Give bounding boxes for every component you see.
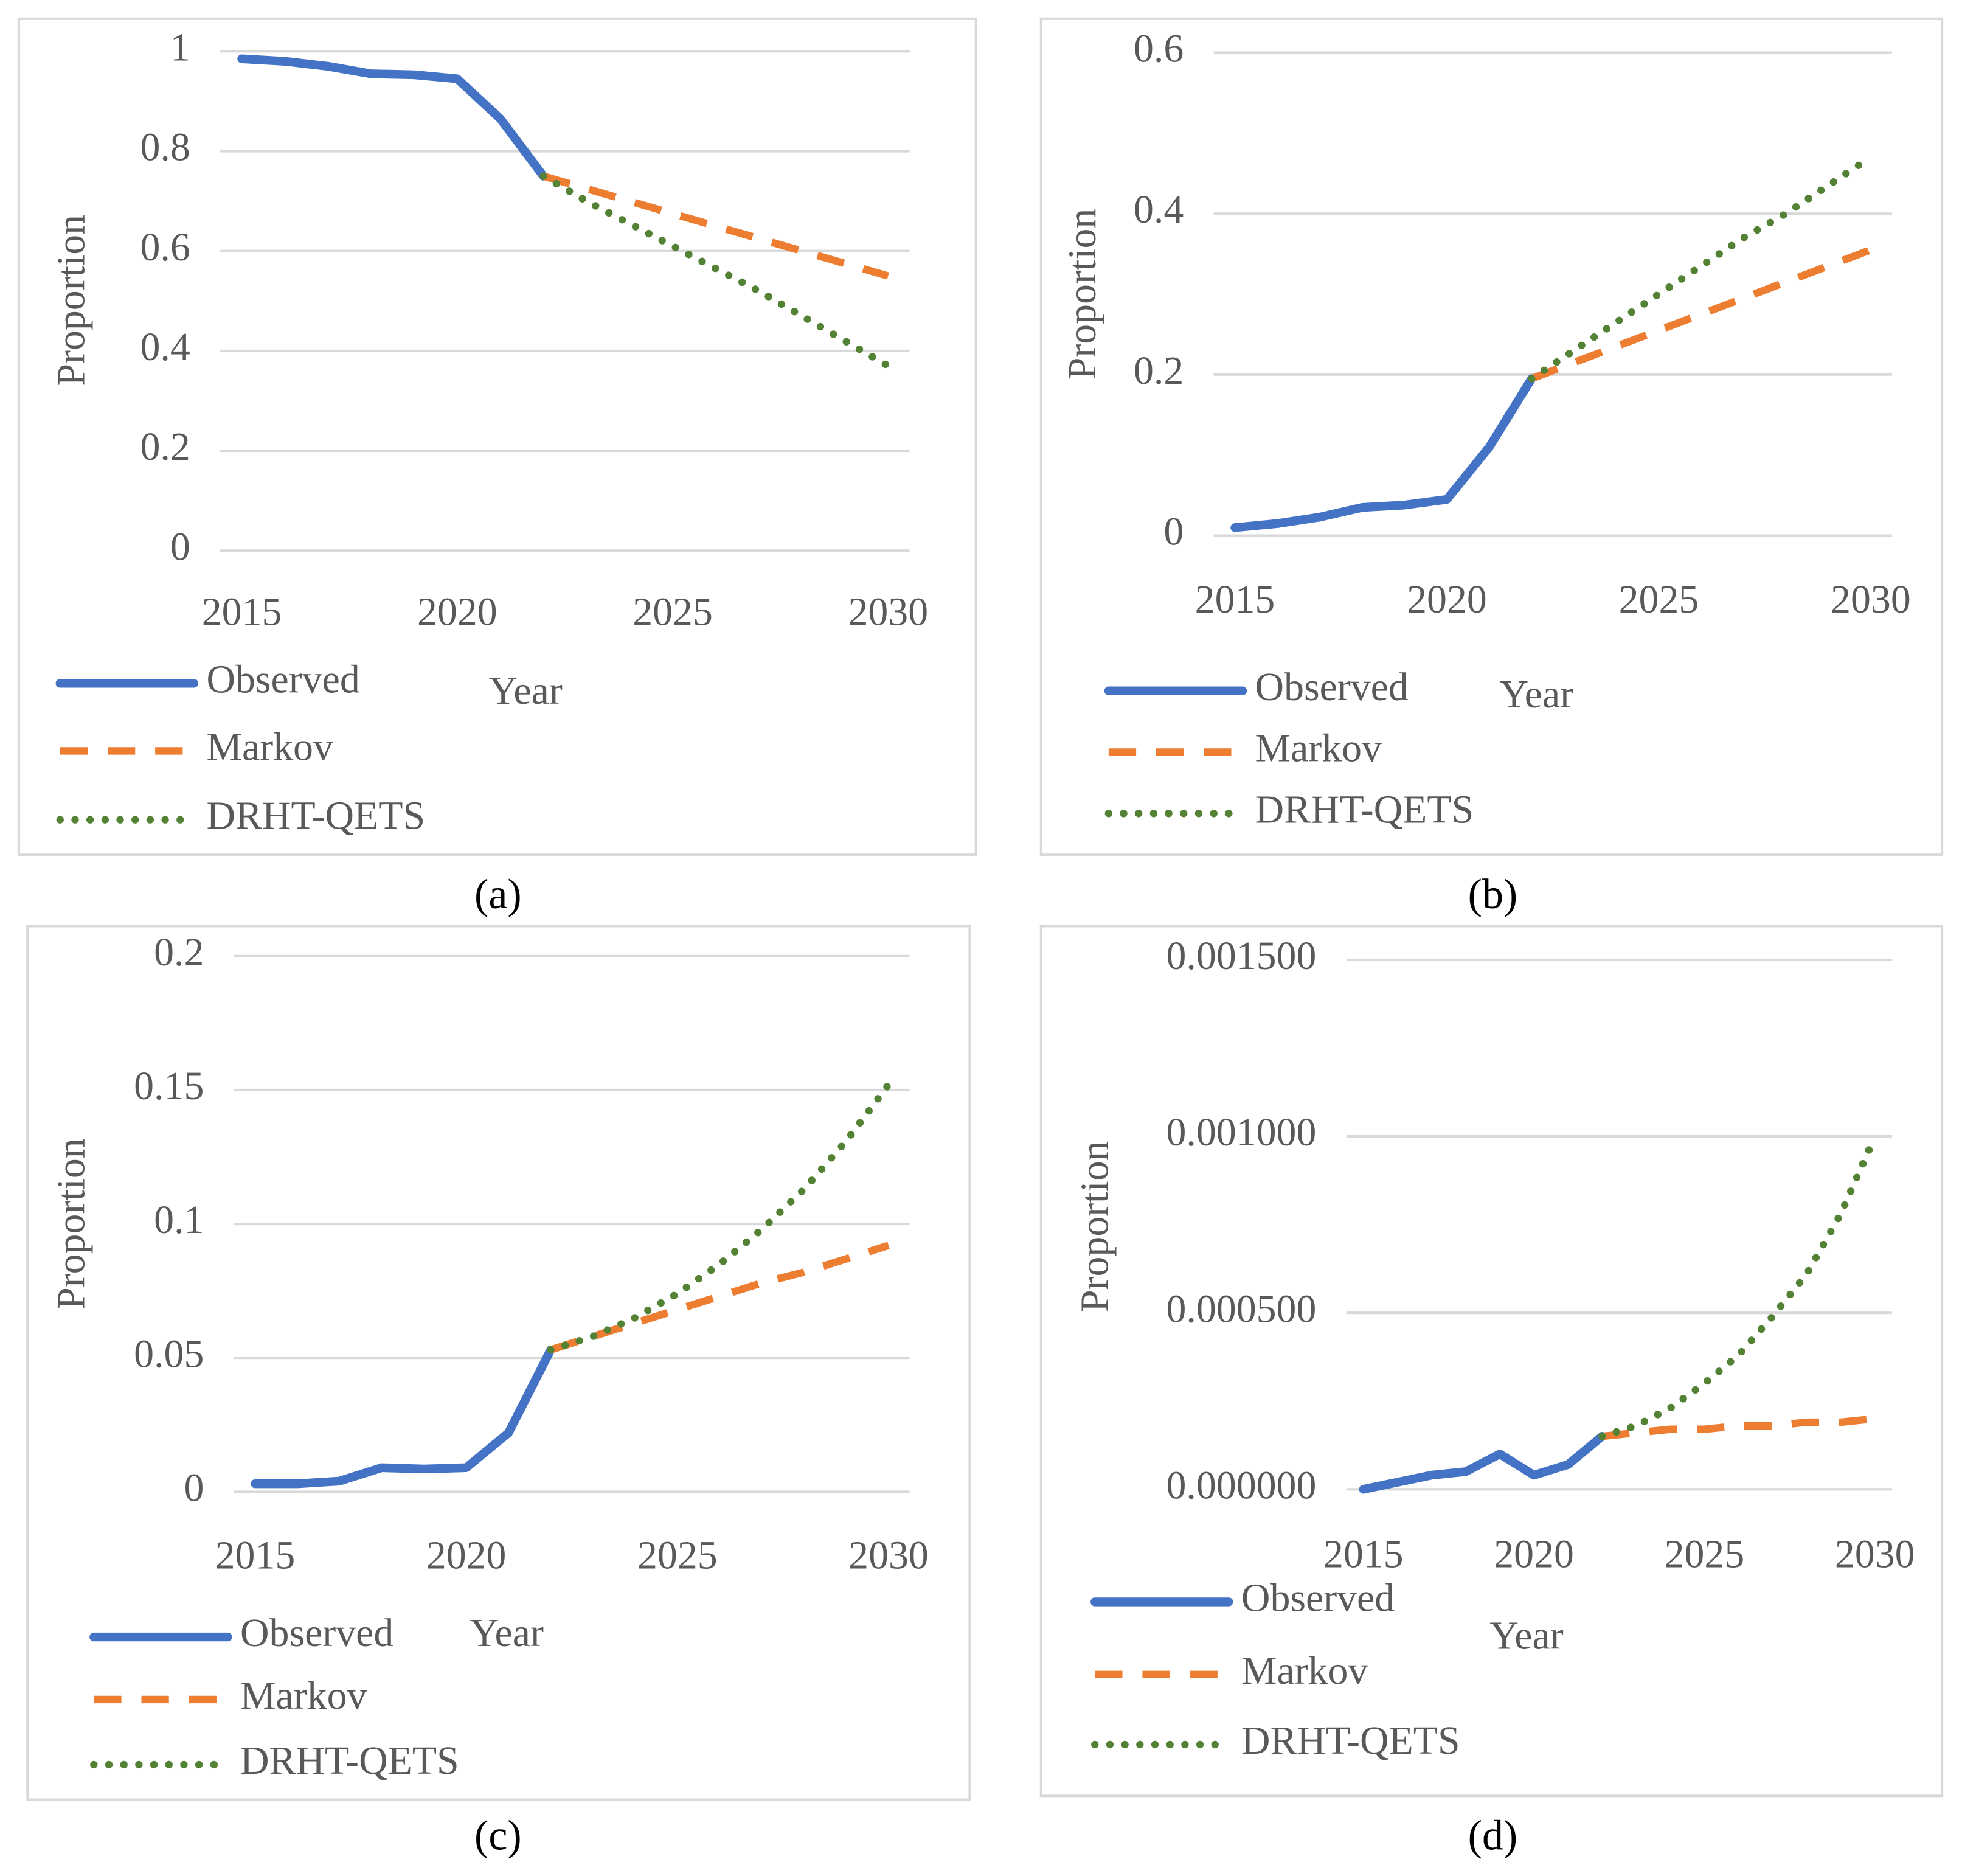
x-tick-label: 2025 [637,1534,718,1578]
series-line [1230,374,1536,532]
x-axis-label: Year [1500,672,1573,717]
y-tick-label: 1 [170,25,190,69]
y-tick-label: 0.8 [140,125,190,170]
series-line [1530,246,1873,383]
legend-label: DRHT-QETS [1255,787,1474,832]
y-tick-label: 0.001500 [1166,934,1317,978]
y-tick-label: 0.1 [154,1198,204,1242]
y-tick-label: 0.05 [134,1332,204,1376]
x-tick-label: 2020 [417,589,497,634]
legend-label: Markov [206,725,333,770]
series-line [547,1080,893,1354]
x-axis-label: Year [488,669,562,713]
x-tick-label: 2015 [202,589,282,634]
x-tick-label: 2025 [1619,577,1699,622]
y-tick-label: 0.2 [1134,349,1184,393]
y-tick-label: 0.2 [154,930,204,974]
y-tick-label: 0.000000 [1166,1463,1317,1507]
y-tick-label: 0.001000 [1166,1110,1317,1155]
x-tick-label: 2020 [426,1534,507,1578]
x-tick-label: 2020 [1494,1532,1574,1577]
y-axis-label: Proportion [49,215,94,386]
y-tick-label: 0.6 [1134,27,1184,71]
x-tick-label: 2015 [215,1534,296,1578]
y-tick-label: 0.000500 [1166,1287,1317,1331]
y-tick-label: 0 [184,1465,204,1510]
x-tick-label: 2020 [1407,577,1487,622]
legend-label: Observed [240,1611,393,1655]
panel-caption: (c) [474,1812,522,1859]
legend-label: Observed [206,657,359,701]
y-tick-label: 0.2 [140,425,190,469]
series-line [1598,1132,1879,1440]
y-tick-label: 0.4 [140,325,190,369]
legend-label: DRHT-QETS [240,1739,459,1783]
x-tick-label: 2025 [1665,1532,1745,1577]
series-line [1359,1432,1607,1494]
x-tick-label: 2030 [1831,577,1911,622]
legend-label: Observed [1255,665,1409,709]
y-axis-label: Proportion [1073,1141,1117,1312]
legend-label: Markov [1255,726,1382,771]
panel-caption: (a) [474,871,522,918]
y-axis-label: Proportion [1060,209,1104,380]
y-tick-label: 0 [1163,510,1184,554]
panel-frame [1039,17,1944,856]
legend-label: Markov [1241,1648,1368,1693]
series-line [542,172,890,280]
panel-frame [26,925,971,1801]
y-axis-label: Proportion [49,1138,94,1310]
y-tick-label: 0.4 [1134,187,1184,232]
x-axis-label: Year [1489,1613,1563,1658]
x-tick-label: 2015 [1323,1532,1404,1577]
x-axis-label: Year [470,1611,544,1655]
panel-caption: (d) [1468,1812,1518,1859]
panel-frame [1039,925,1944,1798]
panel-frame [17,17,977,856]
y-tick-label: 0.6 [140,225,190,269]
legend-label: Observed [1241,1576,1395,1621]
x-tick-label: 2025 [633,589,713,634]
x-tick-label: 2015 [1195,577,1275,622]
y-tick-label: 0 [170,524,190,569]
series-line [539,172,892,370]
x-tick-label: 2030 [1835,1532,1915,1577]
y-tick-label: 0.15 [134,1064,204,1108]
legend-label: DRHT-QETS [206,794,425,838]
series-line [237,54,548,181]
x-tick-label: 2030 [848,1534,929,1578]
x-tick-label: 2030 [848,589,928,634]
series-line [251,1345,555,1489]
panel-caption: (b) [1468,871,1518,918]
legend-label: Markov [240,1673,367,1718]
legend-label: DRHT-QETS [1241,1718,1460,1763]
